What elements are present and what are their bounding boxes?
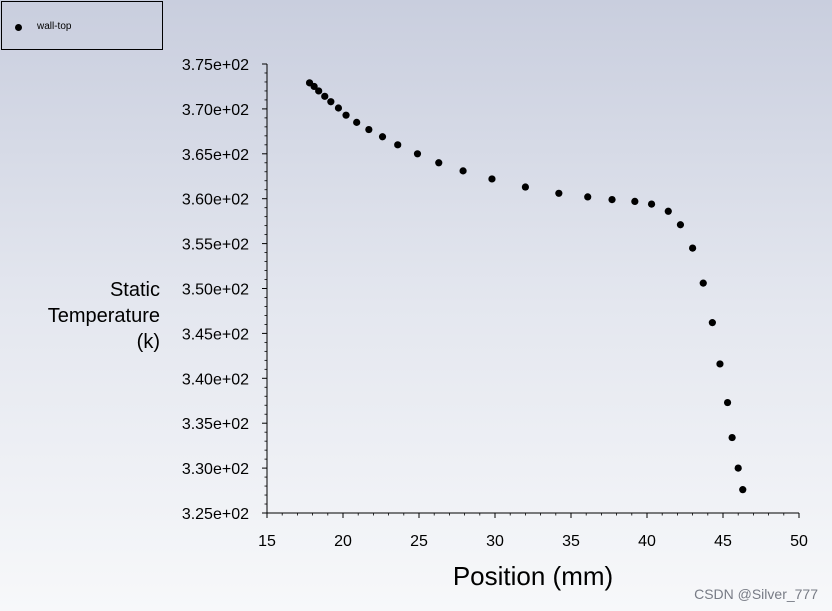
- data-point: [708, 319, 716, 327]
- x-axis-label: Position (mm): [453, 561, 613, 591]
- x-tick-label: 15: [258, 533, 276, 550]
- y-axis-label-line: Temperature: [47, 305, 160, 327]
- watermark: CSDN @Silver_777: [694, 586, 818, 602]
- y-tick-label: 3.75e+02: [182, 57, 249, 74]
- y-tick-label: 3.35e+02: [182, 416, 249, 433]
- data-point: [365, 125, 373, 134]
- data-point: [521, 183, 530, 191]
- data-point: [488, 175, 496, 183]
- data-point: [739, 486, 747, 494]
- data-point: [342, 111, 350, 119]
- data-point: [689, 244, 697, 252]
- x-tick-label: 45: [714, 533, 732, 550]
- data-point: [353, 118, 361, 126]
- data-point: [334, 104, 343, 112]
- x-tick-label: 30: [486, 533, 504, 550]
- data-point: [647, 200, 656, 208]
- y-tick-label: 3.60e+02: [182, 192, 249, 209]
- data-point: [459, 167, 467, 175]
- data-point: [327, 98, 335, 106]
- data-point: [413, 150, 422, 158]
- y-axis-label: Static Temperature (k): [24, 277, 160, 355]
- y-tick-label: 3.50e+02: [182, 282, 249, 299]
- data-point: [378, 133, 387, 141]
- data-point: [699, 279, 707, 287]
- y-tick-label: 3.70e+02: [182, 102, 249, 119]
- data-point: [728, 433, 736, 442]
- data-point: [435, 159, 443, 167]
- data-point: [394, 141, 402, 149]
- y-tick-label: 3.65e+02: [182, 147, 249, 164]
- x-tick-label: 35: [562, 533, 580, 550]
- data-point: [734, 464, 742, 472]
- y-tick-label: 3.45e+02: [182, 326, 249, 343]
- data-point: [315, 87, 323, 95]
- data-point: [676, 221, 685, 229]
- x-tick-label: 25: [410, 533, 428, 550]
- x-tick-label: 50: [790, 533, 808, 550]
- legend-marker: [15, 24, 22, 31]
- y-axis-label-line: Static: [109, 279, 160, 301]
- y-tick-label: 3.55e+02: [182, 237, 249, 254]
- data-point: [555, 189, 563, 197]
- y-axis-label-line: (k): [136, 331, 160, 353]
- legend-label: wall-top: [37, 21, 72, 32]
- x-tick-label: 40: [638, 533, 656, 550]
- y-tick-label: 3.25e+02: [182, 506, 249, 523]
- data-point: [608, 195, 616, 204]
- data-point: [664, 207, 672, 215]
- data-point: [584, 193, 592, 201]
- data-point: [310, 82, 318, 91]
- data-point: [723, 398, 732, 407]
- data-point: [631, 197, 639, 205]
- x-tick-label: 20: [334, 533, 352, 550]
- y-tick-label: 3.40e+02: [182, 371, 249, 388]
- data-point: [716, 360, 724, 368]
- data-point: [321, 92, 329, 100]
- legend: wall-top: [1, 1, 163, 50]
- y-tick-label: 3.30e+02: [182, 461, 249, 478]
